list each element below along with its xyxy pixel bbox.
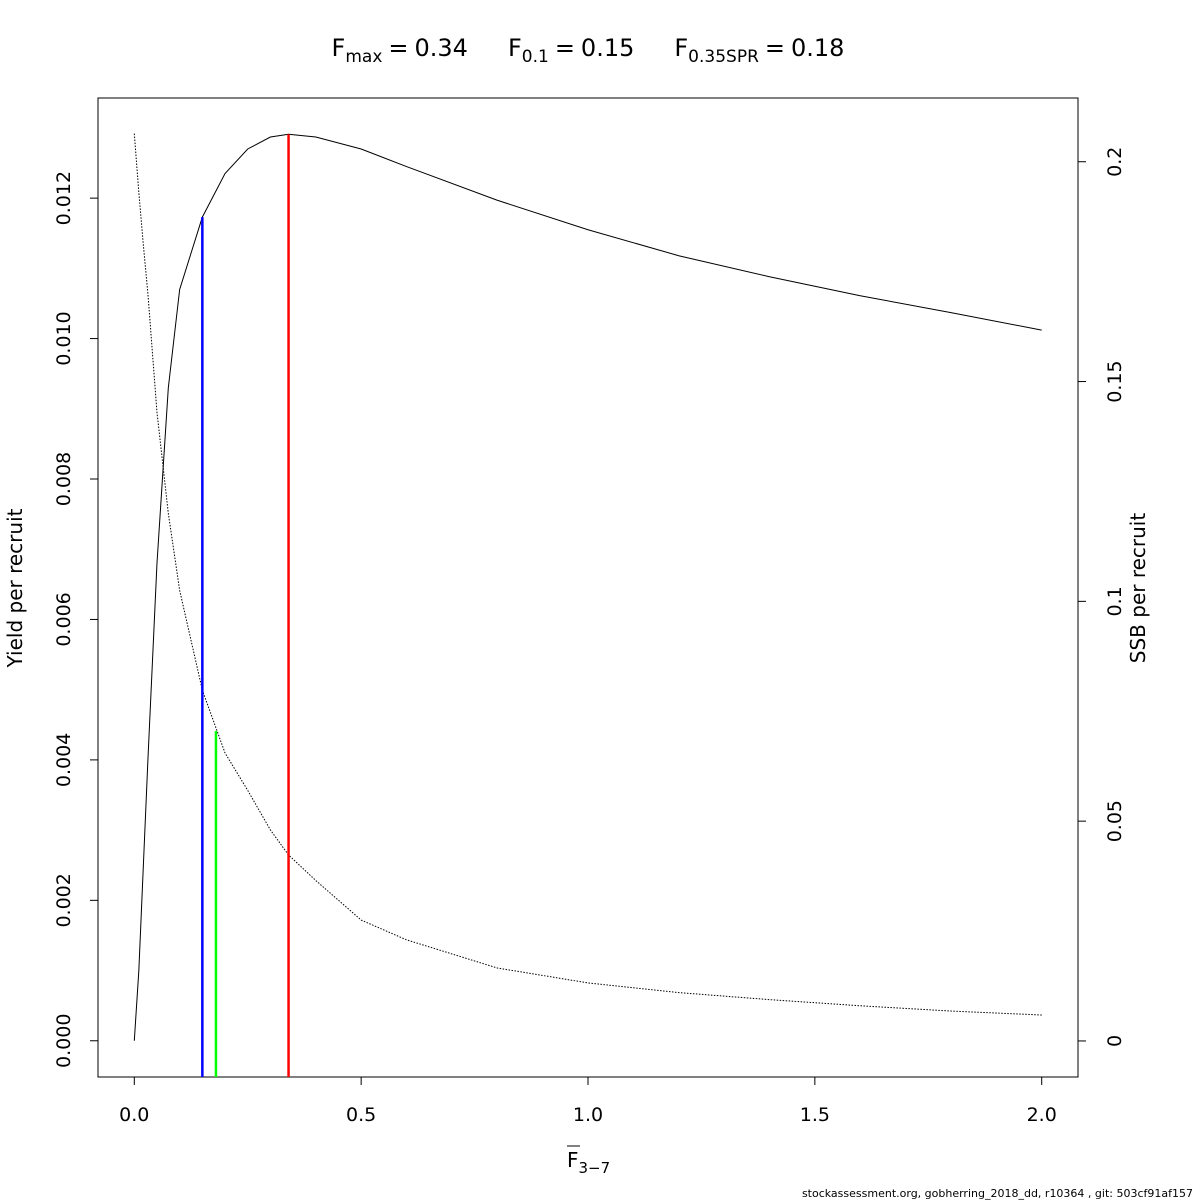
title-symbol: F	[674, 34, 688, 62]
plot-frame	[97, 97, 1079, 1078]
y-tick-label: 0.012	[53, 171, 75, 225]
title-value: 0.18	[791, 34, 844, 62]
series-line	[133, 133, 1042, 1041]
series-line	[133, 133, 1042, 1016]
y2-tick-label: 0.15	[1104, 360, 1126, 402]
title-relation: =	[555, 34, 575, 62]
title-relation: =	[388, 34, 408, 62]
y2-tick-label: 0.2	[1104, 147, 1126, 177]
y2-tick-label: 0.05	[1104, 800, 1126, 842]
title-subscript: max	[345, 47, 382, 67]
y-tick-label: 0.008	[53, 452, 75, 506]
chart-title: Fmax = 0.34 F0.1 = 0.15 F0.35SPR = 0.18	[332, 34, 845, 67]
title-subscript: 0.1	[522, 47, 549, 67]
title-value: 0.34	[415, 34, 468, 62]
y2-tick-label: 0.1	[1104, 586, 1126, 616]
y-axis-label: Yield per recruit	[3, 508, 27, 668]
y-tick-label: 0.006	[53, 592, 75, 646]
x-tick-label: 1.5	[800, 1104, 830, 1126]
footer: stockassessment.org, gobherring_2018_dd,…	[802, 1187, 1193, 1200]
title-symbol: F	[332, 34, 346, 62]
x-tick-label: 0.5	[346, 1104, 376, 1126]
y-tick-label: 0.000	[53, 1014, 75, 1068]
x-tick-label: 0.0	[119, 1104, 149, 1126]
x-label-subscript: 3−7	[579, 1159, 611, 1177]
title-value: 0.15	[581, 34, 634, 62]
y-tick-label: 0.010	[53, 311, 75, 365]
x-tick-label: 2.0	[1027, 1104, 1057, 1126]
x-label-symbol: F	[567, 1148, 579, 1172]
y-tick-label: 0.002	[53, 873, 75, 927]
title-symbol: F	[508, 34, 522, 62]
y-tick-label: 0.004	[53, 733, 75, 787]
title-relation: =	[765, 34, 785, 62]
x-axis-label: F3−7	[567, 1148, 610, 1177]
title-subscript: 0.35SPR	[688, 47, 759, 67]
y2-tick-label: 0	[1104, 1035, 1126, 1047]
y2-axis-label: SSB per recruit	[1126, 513, 1150, 664]
x-tick-label: 1.0	[573, 1104, 603, 1126]
